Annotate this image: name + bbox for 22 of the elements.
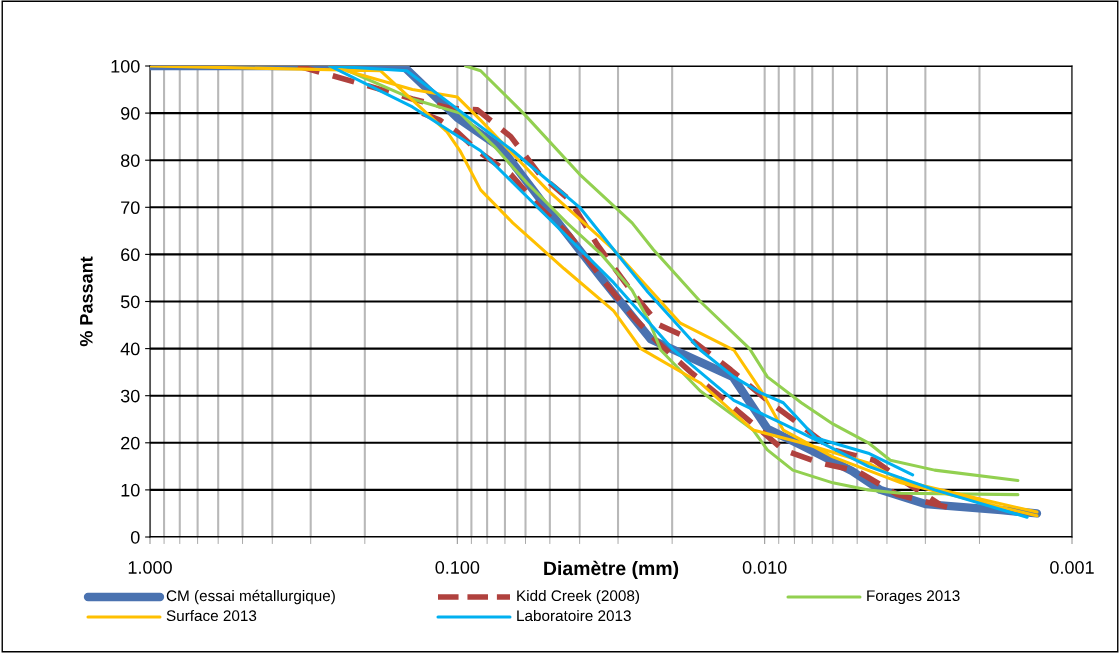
legend-label: Surface 2013 (166, 609, 257, 622)
legend-label: Forages 2013 (867, 590, 960, 605)
y-axis-title: % Passant (79, 256, 93, 347)
x-tick-label: 0.100 (435, 561, 480, 574)
x-tick-label: 0.010 (742, 561, 787, 574)
legend-label: Kidd Creek (2008) (517, 589, 640, 605)
y-tick-label: 20 (121, 436, 140, 450)
y-tick-label: 80 (120, 154, 140, 167)
y-tick-label: 60 (121, 248, 140, 262)
y-tick-label: 90 (121, 107, 140, 120)
legend-label: Laboratoire 2013 (517, 609, 631, 622)
y-tick-label: 50 (120, 295, 140, 309)
y-tick-label: 30 (120, 389, 140, 403)
x-tick-label: 0.001 (1050, 561, 1094, 574)
y-tick-label: 100 (111, 59, 140, 73)
x-tick-label: 1.000 (128, 561, 172, 574)
x-axis-title: Diamètre (mm) (544, 560, 679, 580)
y-tick-label: 0 (130, 530, 140, 544)
y-tick-label: 70 (121, 201, 140, 215)
y-tick-label: 10 (121, 483, 140, 497)
y-tick-label: 40 (120, 342, 140, 356)
legend-label: CM (essai métallurgique) (166, 589, 335, 605)
